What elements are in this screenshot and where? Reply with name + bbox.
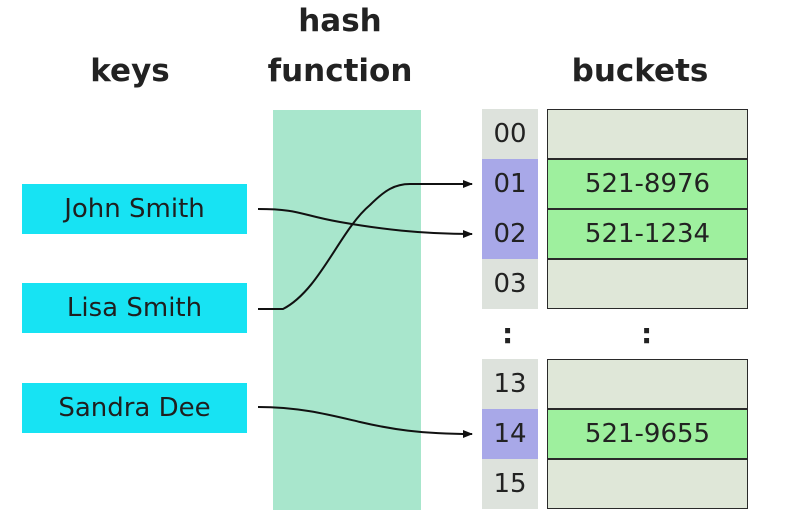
hash-function-heading-line2: function <box>267 53 413 89</box>
hash-function-heading-line1: hash <box>298 3 382 39</box>
bucket-01: 521-8976 <box>547 159 748 209</box>
bucket-ellipsis: : <box>641 317 653 350</box>
bucket-15 <box>547 459 748 509</box>
key-lisa-smith: Lisa Smith <box>22 283 247 333</box>
bucket-index-14: 14 <box>482 409 538 459</box>
bucket-13 <box>547 359 748 409</box>
index-ellipsis: : <box>502 317 514 350</box>
hash-function-band <box>273 110 421 510</box>
bucket-00 <box>547 109 748 159</box>
keys-heading: keys <box>90 53 170 89</box>
bucket-index-01: 01 <box>482 159 538 209</box>
bucket-02: 521-1234 <box>547 209 748 259</box>
key-john-smith: John Smith <box>22 184 247 234</box>
bucket-index-00: 00 <box>482 109 538 159</box>
bucket-03 <box>547 259 748 309</box>
bucket-index-15: 15 <box>482 459 538 509</box>
bucket-index-02: 02 <box>482 209 538 259</box>
arrow-lisa-smith-to-01 <box>258 180 473 310</box>
arrow-sandra-dee-to-14 <box>257 406 473 438</box>
arrow-john-smith-to-02 <box>257 208 473 238</box>
bucket-index-03: 03 <box>482 259 538 309</box>
bucket-14: 521-9655 <box>547 409 748 459</box>
key-sandra-dee: Sandra Dee <box>22 383 247 433</box>
bucket-index-13: 13 <box>482 359 538 409</box>
buckets-heading: buckets <box>571 53 709 89</box>
